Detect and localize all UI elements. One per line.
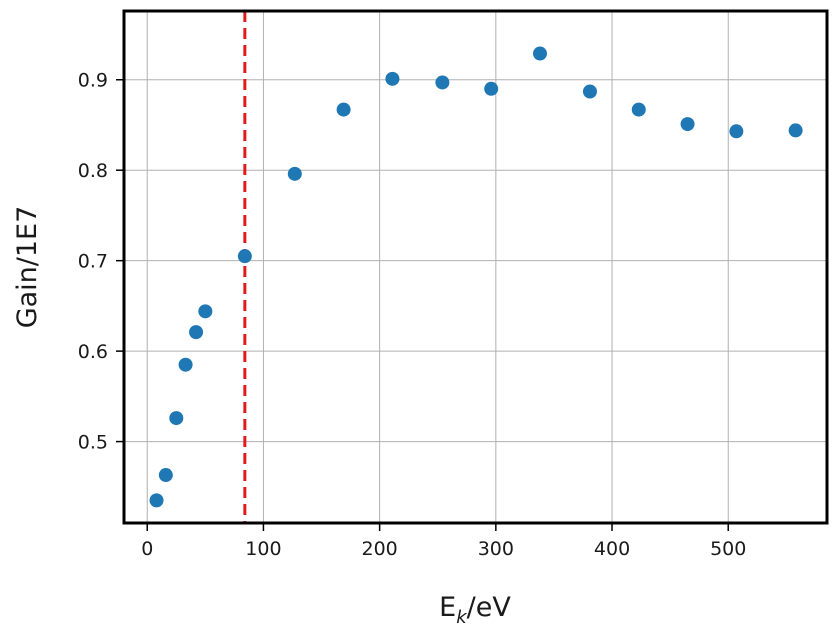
- data-point: [169, 411, 184, 426]
- data-point: [149, 493, 164, 508]
- data-points: [149, 46, 803, 508]
- x-axis-label: Ek/eV: [439, 592, 511, 628]
- x-axis-label-main: E: [439, 592, 456, 623]
- data-point: [788, 123, 803, 138]
- data-point: [680, 117, 695, 132]
- data-point: [158, 468, 173, 483]
- data-point: [287, 166, 302, 181]
- x-axis-ticks: 0 100 200 300 400 500: [141, 523, 746, 560]
- data-point: [729, 124, 744, 139]
- data-point: [631, 102, 646, 117]
- data-point: [484, 81, 499, 96]
- x-axis-label-tail: /eV: [467, 592, 512, 623]
- x-tick-label: 400: [594, 538, 630, 560]
- y-tick-label: 0.8: [78, 160, 108, 182]
- data-point: [532, 46, 547, 61]
- y-axis-ticks: 0.5 0.6 0.7 0.8 0.9: [78, 70, 124, 454]
- y-tick-label: 0.6: [78, 341, 108, 363]
- data-point: [435, 75, 450, 90]
- data-point: [385, 71, 400, 86]
- x-tick-label: 100: [245, 538, 281, 560]
- y-tick-label: 0.5: [78, 432, 108, 454]
- x-tick-label: 500: [710, 538, 746, 560]
- y-axis-label: Gain/1E7: [12, 206, 43, 329]
- plot-frame: [122, 9, 829, 525]
- x-tick-label: 200: [362, 538, 398, 560]
- y-tick-label: 0.9: [78, 70, 108, 92]
- data-point: [178, 357, 193, 372]
- data-point: [237, 249, 252, 264]
- data-point: [198, 304, 213, 319]
- data-point: [582, 84, 597, 99]
- x-tick-label: 300: [478, 538, 514, 560]
- data-point: [336, 102, 351, 117]
- x-tick-label: 0: [141, 538, 153, 560]
- y-tick-label: 0.7: [78, 251, 108, 273]
- x-axis-label-subscript: k: [456, 607, 468, 628]
- grid: [124, 11, 827, 523]
- data-point: [189, 325, 204, 340]
